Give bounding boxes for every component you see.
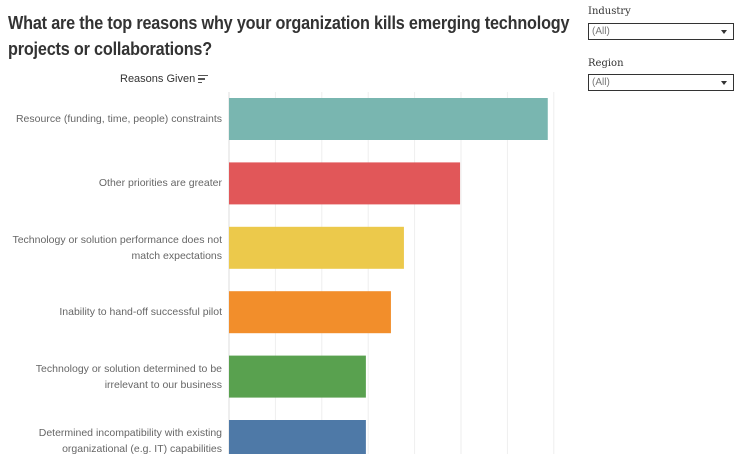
category-label: Inability to hand-off successful pilot (59, 306, 222, 319)
sort-icon[interactable] (198, 73, 209, 85)
industry-filter-label: Industry (588, 6, 631, 17)
dropdown-arrow-icon (721, 30, 727, 34)
region-select[interactable]: (All) (588, 74, 734, 91)
dropdown-arrow-icon (721, 81, 727, 85)
category-label: Determined incompatibility with existing… (38, 427, 222, 455)
column-header[interactable]: Reasons Given (120, 73, 209, 85)
category-label: Resource (funding, time, people) constra… (15, 113, 222, 125)
chart-title: What are the top reasons why your organi… (8, 13, 570, 59)
bar[interactable] (229, 162, 461, 205)
header-label: Reasons Given (120, 73, 196, 85)
bar[interactable] (229, 355, 366, 398)
category-label: Technology or solution determined to be … (35, 362, 222, 391)
industry-value: (All) (592, 26, 610, 37)
bar[interactable] (229, 420, 366, 454)
category-label: Other priorities are greater (98, 177, 222, 190)
industry-select[interactable]: (All) (588, 23, 734, 40)
category-label: Technology or solution performance does … (12, 233, 222, 262)
region-filter-label: Region (588, 58, 624, 69)
bar[interactable] (229, 291, 391, 334)
bar[interactable] (229, 226, 404, 269)
region-value: (All) (592, 77, 610, 88)
bar[interactable] (229, 98, 548, 140)
